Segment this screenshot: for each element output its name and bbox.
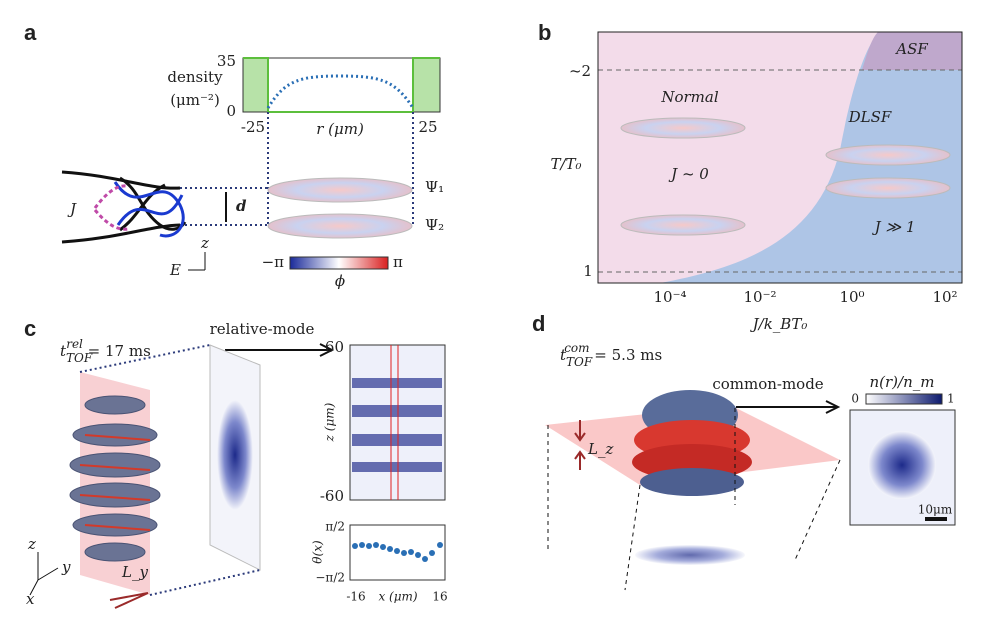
colorbar: [865, 393, 943, 405]
axis-label: x: [26, 590, 35, 608]
cloud-3d: [545, 390, 841, 591]
sub: TOF: [66, 351, 93, 365]
phase-plot: [349, 524, 446, 581]
panel-label: c: [24, 316, 36, 341]
tick-label: 16: [432, 590, 447, 604]
axis-label: r (μm): [316, 120, 364, 138]
tick-label: 10⁻²: [743, 288, 776, 306]
density-blob: [868, 431, 936, 499]
colorbar: [289, 256, 389, 270]
length-label: L_y: [121, 563, 148, 581]
mode-label: relative-mode: [210, 320, 315, 338]
tick-label: 25: [418, 118, 437, 136]
region-label: Normal: [660, 88, 718, 106]
colorbar-min: −π: [262, 253, 285, 271]
colorbar-max: π: [393, 253, 403, 271]
sup: rel: [66, 337, 83, 351]
region-label: ASF: [894, 40, 928, 58]
fill: [243, 58, 268, 112]
panel-label: b: [538, 20, 551, 45]
panel-label: a: [24, 20, 37, 45]
arrow: [736, 400, 841, 414]
guides: [180, 112, 414, 226]
outline: [243, 57, 440, 113]
density-curve: [266, 74, 415, 109]
sup: com: [564, 341, 589, 355]
mode-label: common-mode: [712, 375, 823, 393]
frame: [597, 31, 963, 284]
tick-label: -25: [241, 118, 265, 136]
tick-label: 10⁻⁴: [653, 288, 686, 306]
axis-label: z (μm): [323, 402, 337, 442]
value: = 5.3 ms: [590, 346, 663, 364]
symbol: t: [560, 346, 567, 364]
density-unit: (μm⁻²): [170, 91, 220, 109]
cloud-3d: [69, 344, 261, 609]
layer-disk: [267, 213, 413, 239]
sub: TOF: [566, 355, 593, 369]
tick-label: -60: [320, 487, 344, 505]
axis-label: J/k_BT₀: [750, 315, 808, 333]
axis-label: E: [169, 261, 181, 279]
tick-label: ~2: [569, 62, 591, 80]
colorbar-min: 0: [851, 392, 859, 406]
axis-label: θ(x): [311, 540, 325, 564]
colorbar-max: 1: [947, 392, 955, 406]
spacing-label: d: [236, 197, 247, 215]
annotation: J ~ 0: [668, 165, 709, 183]
arrow: [225, 343, 335, 357]
frame: [242, 57, 441, 113]
tick-label: 1: [583, 262, 593, 280]
fill: [413, 58, 440, 112]
length-label: L_z: [587, 440, 613, 458]
relative-image: [349, 344, 446, 501]
psi-label: Ψ₂: [425, 216, 444, 234]
layer-disk: [620, 214, 746, 236]
panel-label: d: [532, 311, 545, 336]
axis-label: z: [27, 535, 36, 553]
tick-label: −π/2: [315, 571, 345, 585]
colorbar-label: n(r)/n_m: [870, 373, 935, 391]
coupling-label: J: [67, 200, 77, 218]
layer-disk: [620, 117, 746, 139]
dlsf-region: [660, 32, 962, 283]
scale-bar: [925, 517, 947, 521]
tick-label: -16: [346, 590, 365, 604]
symbol: t: [60, 342, 67, 360]
time-label: tTOFrel = 17 ms: [60, 337, 151, 365]
layer-disk: [825, 177, 951, 199]
axes-glyph: [188, 252, 206, 271]
annotation: J ≫ 1: [872, 218, 916, 236]
density-label: density: [167, 68, 223, 86]
phase-diagram: [597, 31, 963, 284]
density-plot: [242, 57, 441, 113]
colorbar-label: ϕ: [335, 272, 345, 290]
layer-disk: [825, 144, 951, 166]
axis-label: y: [61, 558, 71, 576]
layer-disk: [267, 177, 413, 203]
axis-label: T/T₀: [550, 155, 581, 173]
value: = 17 ms: [83, 342, 151, 360]
double-well: [61, 170, 187, 244]
common-image: [849, 409, 956, 526]
psi-label: Ψ₁: [425, 178, 444, 196]
tick-label: 0: [226, 102, 236, 120]
scale-bar-label: 10μm: [918, 503, 953, 517]
region-label: DLSF: [848, 108, 892, 126]
time-label: tTOFcom = 5.3 ms: [560, 341, 662, 369]
tick-label: 10⁰: [839, 288, 864, 306]
tick-label: 10²: [932, 288, 957, 306]
axes-glyph: [29, 552, 59, 596]
axis-label: x (μm): [378, 590, 417, 604]
tick-label: 35: [217, 52, 236, 70]
axis-label: z: [200, 234, 209, 252]
tick-label: π/2: [325, 520, 345, 534]
asf-region: [862, 32, 962, 70]
tick-label: 60: [325, 338, 344, 356]
